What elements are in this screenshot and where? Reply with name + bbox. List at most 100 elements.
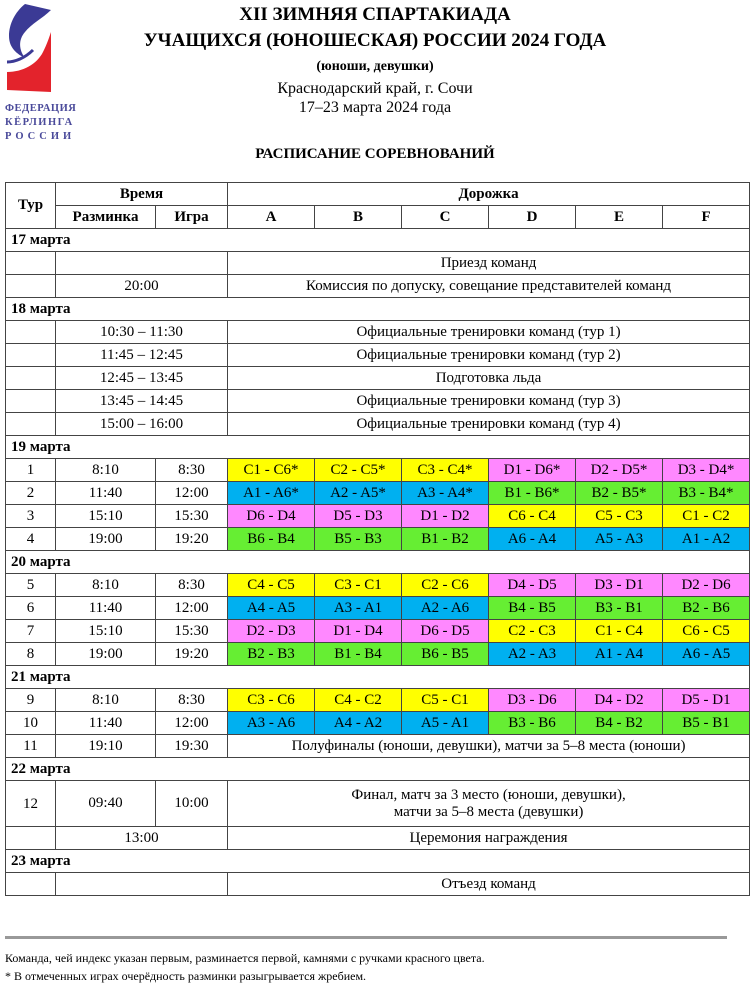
event-text: Полуфиналы (юноши, девушки), матчи за 5–… (291, 737, 686, 754)
match-cell: C3 - C4* (401, 458, 489, 482)
logo-text-line: РОССИИ (5, 131, 76, 142)
logo-text-line: КЁРЛИНГА (5, 117, 74, 128)
day-label: 17 марта (4, 228, 750, 252)
match-cell: B5 - B3 (314, 527, 402, 551)
logo-text-line: ФЕДЕРАЦИЯ (5, 103, 77, 114)
header-sheet-a: A (227, 205, 315, 229)
table-row: Приезд команд (5, 251, 750, 275)
day-label: 22 марта (4, 757, 750, 781)
match-cell: A4 - A5 (227, 596, 315, 620)
curling-federation-logo (6, 4, 51, 92)
round-cell: 6 (5, 596, 56, 620)
match-cell: C2 - C6 (401, 573, 489, 597)
event-cell: Официальные тренировки команд (тур 4) (226, 412, 750, 436)
day-label: 19 марта (4, 435, 750, 459)
round-cell (5, 320, 56, 344)
round-cell: 11 (5, 734, 56, 758)
table-row: 6 11:40 12:00 A4 - A5 A3 - A1 A2 - A6 B4 - B5 B… (5, 596, 750, 620)
match-cell: B2 - B5* (575, 481, 663, 505)
warmup-cell: 8:10 (55, 688, 156, 712)
match-cell: B6 - B5 (401, 642, 489, 666)
event-cell: Официальные тренировки команд (тур 2) (226, 343, 750, 367)
warmup-cell: 19:10 (55, 734, 156, 758)
time-cell (55, 251, 228, 275)
header-round: Тур (5, 182, 56, 229)
match-cell: A3 - A1 (314, 596, 402, 620)
table-row: 11 19:10 19:30 Полуфиналы (юноши, девушки),… (5, 734, 750, 758)
table-row: 3 15:10 15:30 D6 - D4 D5 - D3 D1 - D2 C6 - C4 C… (5, 504, 750, 528)
day-row: 22 марта (4, 757, 750, 781)
match-cell: D6 - D5 (401, 619, 489, 643)
warmup-cell: 15:10 (55, 504, 156, 528)
match-cell: D1 - D4 (314, 619, 402, 643)
header-game: Игра (155, 205, 228, 229)
time-cell (55, 872, 228, 896)
table-row: 12:45 – 13:45 Подготовка льда (5, 366, 750, 390)
warmup-cell: 11:40 (55, 481, 156, 505)
round-cell (5, 389, 56, 413)
match-cell: C4 - C2 (314, 688, 402, 712)
match-cell: D4 - D2 (575, 688, 663, 712)
match-cell: B3 - B1 (575, 596, 663, 620)
round-cell: 1 (5, 458, 56, 482)
game-cell: 8:30 (155, 573, 228, 597)
time-cell: 13:00 (55, 826, 228, 850)
header-sheet-b: B (314, 205, 402, 229)
table-row: 5 8:10 8:30 C4 - C5 C3 - C1 C2 - C6 D4 - D5 D3 … (5, 573, 750, 597)
match-cell: B2 - B3 (227, 642, 315, 666)
match-cell: C3 - C6 (227, 688, 315, 712)
match-cell: D1 - D6* (488, 458, 576, 482)
time-cell: 10:30 – 11:30 (55, 320, 228, 344)
header-sheet-e: E (575, 205, 663, 229)
day-label: 18 марта (4, 297, 750, 321)
game-cell: 8:30 (155, 458, 228, 482)
day-label: 21 марта (4, 665, 750, 689)
match-cell: A2 - A5* (314, 481, 402, 505)
day-row: 19 марта (4, 435, 750, 459)
round-cell (5, 274, 56, 298)
round-cell (5, 872, 56, 896)
match-cell: A1 - A4 (575, 642, 663, 666)
header-sheet-c: C (401, 205, 489, 229)
round-cell (5, 343, 56, 367)
table-row: 13:45 – 14:45 Официальные тренировки кома… (5, 389, 750, 413)
event-cell: Приезд команд (226, 251, 750, 275)
event-dates: 17–23 марта 2024 года (298, 99, 452, 116)
footer-divider (5, 936, 727, 939)
table-row: 15:00 – 16:00 Официальные тренировки кома… (5, 412, 750, 436)
match-cell: B4 - B5 (488, 596, 576, 620)
day-label: 23 марта (4, 849, 750, 873)
match-cell: D2 - D3 (227, 619, 315, 643)
warmup-cell: 19:00 (55, 527, 156, 551)
match-cell: C1 - C2 (661, 504, 750, 528)
match-cell: A2 - A3 (488, 642, 576, 666)
round-cell: 9 (5, 688, 56, 712)
table-row: 4 19:00 19:20 B6 - B4 B5 - B3 B1 - B2 A6 - A4 A… (5, 527, 750, 551)
header-sheet-f: F (661, 205, 750, 229)
match-cell: B3 - B6 (488, 711, 576, 735)
round-cell: 5 (5, 573, 56, 597)
round-cell (5, 412, 56, 436)
game-cell: 12:00 (155, 711, 228, 735)
match-cell: D1 - D2 (401, 504, 489, 528)
footer-note: Команда, чей индекс указан первым, разми… (5, 951, 485, 965)
day-row: 18 марта (4, 297, 750, 321)
warmup-cell: 11:40 (55, 596, 156, 620)
event-cell: Полуфиналы (юноши, девушки), матчи за 5–… (226, 734, 750, 758)
table-row: 10:30 – 11:30 Официальные тренировки кома… (5, 320, 750, 344)
match-cell: A3 - A4* (401, 481, 489, 505)
event-cell: Официальные тренировки команд (тур 3) (226, 389, 750, 413)
day-row: 20 марта (4, 550, 750, 574)
match-cell: C5 - C1 (401, 688, 489, 712)
game-cell: 15:30 (155, 619, 228, 643)
warmup-cell: 15:10 (55, 619, 156, 643)
header-sheet: Дорожка (226, 182, 750, 206)
match-cell: C3 - C1 (314, 573, 402, 597)
round-cell: 12 (5, 780, 56, 827)
table-row: 9 8:10 8:30 C3 - C6 C4 - C2 C5 - C1 D3 - D6 D4 … (5, 688, 750, 712)
match-cell: C2 - C5* (314, 458, 402, 482)
day-label: 20 марта (4, 550, 750, 574)
time-cell: 15:00 – 16:00 (55, 412, 228, 436)
match-cell: A6 - A4 (488, 527, 576, 551)
